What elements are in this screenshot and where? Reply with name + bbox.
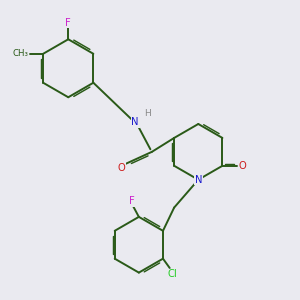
Text: F: F (65, 18, 71, 28)
Text: N: N (131, 117, 139, 127)
Text: O: O (238, 161, 246, 171)
Text: CH₃: CH₃ (12, 49, 28, 58)
Text: O: O (118, 163, 125, 173)
Text: N: N (194, 175, 202, 185)
Text: H: H (144, 110, 150, 118)
Text: Cl: Cl (167, 269, 177, 279)
Text: F: F (128, 196, 134, 206)
